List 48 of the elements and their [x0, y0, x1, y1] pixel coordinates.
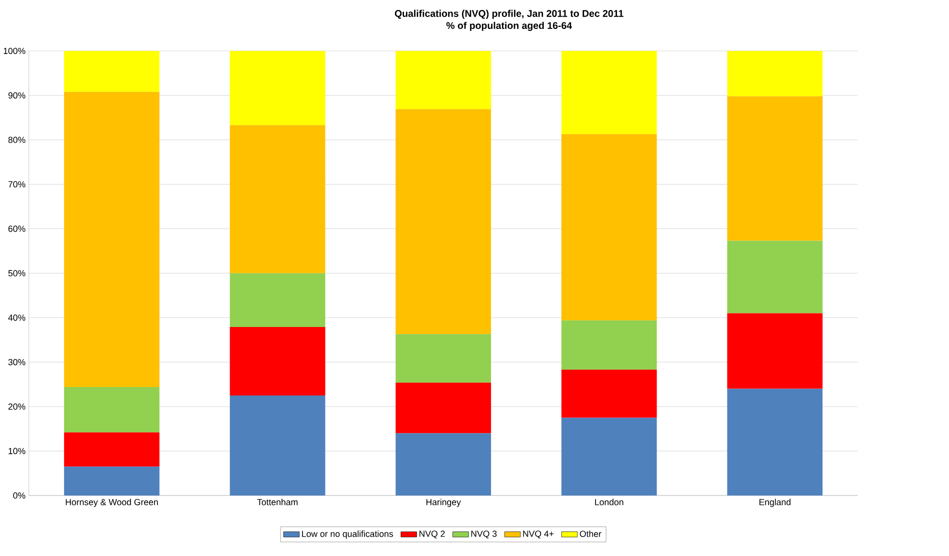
bar	[230, 273, 326, 328]
legend-label: NVQ 3	[471, 530, 497, 539]
bar	[561, 320, 657, 370]
bar	[230, 396, 326, 496]
chart-title: Qualifications (NVQ) profile, Jan 2011 to Dec 2011	[394, 10, 624, 20]
bar	[64, 466, 160, 496]
x-tick-label: London	[595, 498, 624, 506]
bar	[396, 334, 492, 383]
bar	[727, 313, 823, 389]
y-tick-label: 90%	[8, 92, 26, 99]
bar	[727, 51, 823, 96]
legend-label: NVQ 2	[419, 530, 445, 539]
bar	[230, 327, 326, 396]
y-tick-label: 60%	[8, 226, 26, 232]
legend-label: NVQ 4+	[523, 530, 554, 539]
bar	[561, 134, 657, 320]
bar	[396, 109, 492, 334]
x-tick-label: Tottenham	[257, 498, 298, 506]
bar	[64, 387, 160, 433]
y-tick-label: 30%	[8, 359, 26, 366]
bar	[230, 51, 326, 126]
bar	[230, 125, 326, 274]
bar	[396, 433, 492, 496]
bar	[561, 418, 657, 496]
y-tick-label: 10%	[8, 448, 26, 454]
bar	[64, 432, 160, 467]
legend-label: Low or no qualifications	[302, 530, 393, 539]
y-tick-label: 50%	[8, 270, 26, 276]
x-tick-label: Haringey	[426, 498, 461, 508]
x-tick-label: England	[759, 498, 790, 508]
y-tick-label: 70%	[8, 181, 26, 188]
bar	[396, 51, 492, 110]
bar	[561, 370, 657, 418]
bar	[727, 96, 823, 241]
bar	[396, 382, 492, 434]
x-tick-label: Hornsey & Wood Green	[66, 498, 158, 508]
y-tick-label: 100%	[4, 48, 26, 54]
y-tick-label: 80%	[8, 136, 26, 144]
bar	[64, 92, 160, 388]
chart-subtitle: % of population aged 16-64	[446, 22, 572, 32]
bar	[64, 51, 160, 92]
y-tick-label: 20%	[8, 404, 26, 410]
bar	[727, 388, 823, 496]
y-tick-label: 40%	[8, 314, 26, 321]
legend-label: Other	[580, 530, 602, 538]
y-tick-label: 0%	[13, 492, 26, 499]
bar	[561, 51, 657, 134]
bar	[727, 240, 823, 314]
